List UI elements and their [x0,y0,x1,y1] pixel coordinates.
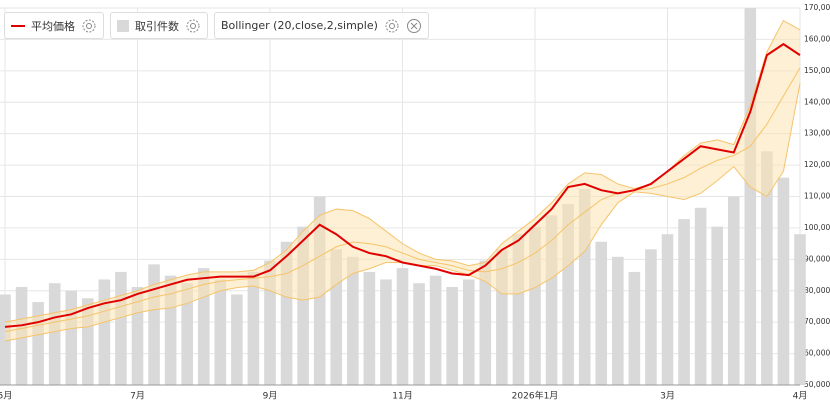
volume-bar [744,8,757,385]
legend-label: Bollinger (20,close,2,simple) [221,19,378,32]
volume-bar [628,271,641,385]
y-tick-label: 150,000 [804,66,830,75]
volume-bar [727,196,740,385]
volume-bar [181,283,193,385]
volume-bar [363,271,376,385]
volume-bar [612,256,624,385]
volume-bar [595,241,608,385]
close-icon[interactable] [406,18,422,34]
legend: 平均価格 取引件数 Bollinger (20,close,2,simple) [4,12,429,39]
volume-bar [32,302,44,385]
volume-bar [247,271,260,385]
x-tick-label: 4月 [793,391,808,402]
volume-bar [264,260,276,385]
y-tick-label: 60,000 [804,349,830,358]
y-tick-label: 170,000 [804,3,830,12]
volume-bar [297,226,309,385]
volume-bar [396,268,409,385]
legend-item[interactable]: Bollinger (20,close,2,simple) [214,12,429,39]
legend-item[interactable]: 平均価格 [4,12,104,39]
volume-bar [164,275,177,385]
volume-bar [512,234,525,385]
volume-bar [413,283,425,385]
y-tick-label: 50,000 [804,380,830,389]
volume-bar [197,268,210,385]
volume-bar [711,226,723,385]
y-tick-label: 120,000 [804,160,830,169]
volume-bar [429,275,442,385]
band-middle [4,67,801,333]
legend-swatch [11,24,25,27]
volume-bar [479,260,492,385]
y-tick-label: 70,000 [804,317,830,326]
volume-bar [280,241,293,385]
settings-icon[interactable] [185,18,201,34]
volume-bar [231,294,243,385]
y-tick-label: 100,000 [804,223,830,232]
volume-bar [694,207,707,385]
volume-bar [761,151,773,385]
volume-bar [347,256,359,385]
volume-bar [645,249,657,385]
legend-label: 平均価格 [31,19,75,33]
legend-item[interactable]: 取引件数 [110,12,208,39]
y-tick-label: 140,000 [804,97,830,106]
volume-bar [48,283,61,385]
x-tick-label: 3月 [660,391,675,402]
volume-bar [496,249,508,385]
x-tick-label: 9月 [263,391,278,402]
volume-bar [462,279,475,385]
volume-bar [661,234,674,385]
volume-bar [82,298,94,385]
volume-bar [148,264,160,385]
y-tick-label: 90,000 [804,254,830,263]
legend-label: 取引件数 [135,19,179,33]
x-tick-label: 5月 [0,391,12,402]
x-tick-label: 2026年1月 [512,390,559,402]
price-line [4,42,801,328]
legend-swatch [117,19,129,32]
volume-bar [214,279,227,385]
volume-bar [529,226,541,385]
settings-icon[interactable] [81,18,97,34]
volume-bar [115,271,127,385]
settings-icon[interactable] [384,18,400,34]
volume-bar [380,279,392,385]
volume-bar [98,279,111,385]
volume-bar [678,219,690,385]
y-tick-label: 80,000 [804,286,830,295]
volume-bar [794,234,806,385]
volume-bar [446,286,458,385]
y-tick-label: 110,000 [804,192,830,201]
y-tick-label: 130,000 [804,129,830,138]
y-tick-label: 160,000 [804,34,830,43]
volume-bar [330,249,343,385]
volume-bar [777,177,790,385]
volume-bar [545,215,558,385]
volume-bar [578,188,591,385]
volume-bar [131,286,144,385]
volume-bar [65,290,78,385]
x-tick-label: 11月 [392,391,412,402]
volume-bar [562,204,574,385]
x-tick-label: 7月 [130,391,145,402]
